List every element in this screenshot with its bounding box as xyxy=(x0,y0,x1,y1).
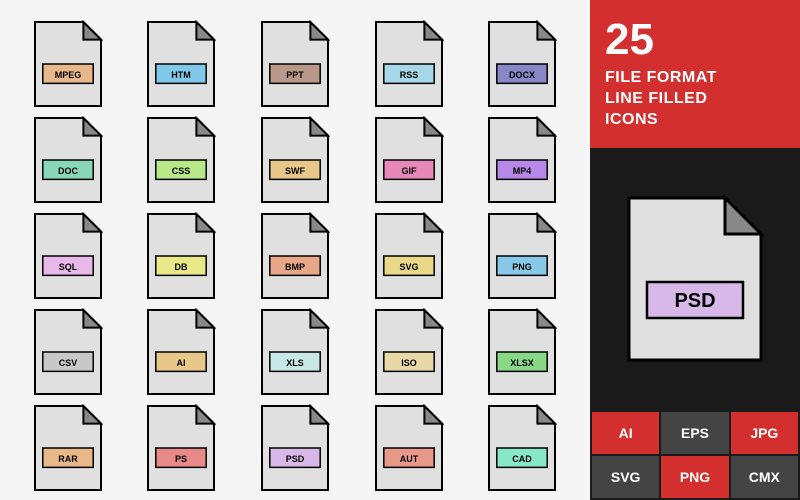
file-item-mpeg: MPEG xyxy=(15,20,121,108)
svg-text:RSS: RSS xyxy=(399,70,418,80)
file-item-rar: RAR xyxy=(15,404,121,492)
format-badges: AIEPSJPG SVGPNGCMX xyxy=(590,410,800,500)
file-icon-xlsx: XLSX xyxy=(487,308,557,396)
file-icon-gif: GIF xyxy=(374,116,444,204)
format-badge-png: PNG xyxy=(661,456,728,498)
file-item-ai: AI xyxy=(129,308,235,396)
svg-text:MPEG: MPEG xyxy=(55,70,82,80)
svg-text:DB: DB xyxy=(175,262,188,272)
file-icon-ai: AI xyxy=(146,308,216,396)
file-item-db: DB xyxy=(129,212,235,300)
file-item-docx: DOCX xyxy=(469,20,575,108)
file-icon-rar: RAR xyxy=(33,404,103,492)
svg-text:XLSX: XLSX xyxy=(510,358,534,368)
svg-text:PSD: PSD xyxy=(286,454,305,464)
count-banner: 25 FILE FORMAT LINE FILLED ICONS xyxy=(590,0,800,148)
svg-text:DOCX: DOCX xyxy=(509,70,535,80)
file-icon-aut: AUT xyxy=(374,404,444,492)
svg-text:PPT: PPT xyxy=(286,70,304,80)
svg-text:MP4: MP4 xyxy=(513,166,532,176)
file-icon-psd: PSD xyxy=(260,404,330,492)
file-item-ps: PS xyxy=(129,404,235,492)
banner-text: FILE FORMAT LINE FILLED ICONS xyxy=(605,68,785,130)
file-icon-htm: HTM xyxy=(146,20,216,108)
svg-text:PSD: PSD xyxy=(674,290,715,312)
file-item-sql: SQL xyxy=(15,212,121,300)
file-item-psd: PSD xyxy=(242,404,348,492)
file-item-csv: CSV xyxy=(15,308,121,396)
file-icon-doc: DOC xyxy=(33,116,103,204)
file-item-xlsx: XLSX xyxy=(469,308,575,396)
svg-text:SVG: SVG xyxy=(399,262,418,272)
svg-text:PNG: PNG xyxy=(512,262,532,272)
svg-text:SWF: SWF xyxy=(285,166,305,176)
file-icon-ppt: PPT xyxy=(260,20,330,108)
file-item-htm: HTM xyxy=(129,20,235,108)
svg-text:RAR: RAR xyxy=(58,454,78,464)
file-icon-xls: XLS xyxy=(260,308,330,396)
svg-text:CAD: CAD xyxy=(512,454,532,464)
file-item-doc: DOC xyxy=(15,116,121,204)
file-item-swf: SWF xyxy=(242,116,348,204)
file-item-ppt: PPT xyxy=(242,20,348,108)
file-item-svg: SVG xyxy=(356,212,462,300)
file-icon-csv: CSV xyxy=(33,308,103,396)
file-icon-cad: CAD xyxy=(487,404,557,492)
file-item-cad: CAD xyxy=(469,404,575,492)
format-badge-ai: AI xyxy=(592,412,659,454)
file-icon-sql: SQL xyxy=(33,212,103,300)
file-icon-mp4: MP4 xyxy=(487,116,557,204)
svg-text:BMP: BMP xyxy=(285,262,305,272)
svg-text:DOC: DOC xyxy=(58,166,79,176)
icon-count: 25 xyxy=(605,18,785,62)
file-icon-ps: PS xyxy=(146,404,216,492)
svg-text:GIF: GIF xyxy=(401,166,417,176)
file-item-mp4: MP4 xyxy=(469,116,575,204)
icon-grid: MPEG HTM PPT RSS DOCX DOC CSS SWF xyxy=(0,0,590,500)
file-item-rss: RSS xyxy=(356,20,462,108)
file-icon-iso: ISO xyxy=(374,308,444,396)
file-item-aut: AUT xyxy=(356,404,462,492)
file-icon-swf: SWF xyxy=(260,116,330,204)
file-item-xls: XLS xyxy=(242,308,348,396)
file-icon-bmp: BMP xyxy=(260,212,330,300)
format-badge-svg: SVG xyxy=(592,456,659,498)
svg-text:HTM: HTM xyxy=(172,70,192,80)
svg-text:CSV: CSV xyxy=(59,358,78,368)
svg-text:SQL: SQL xyxy=(59,262,78,272)
file-item-png: PNG xyxy=(469,212,575,300)
file-icon-css: CSS xyxy=(146,116,216,204)
file-item-iso: ISO xyxy=(356,308,462,396)
file-item-gif: GIF xyxy=(356,116,462,204)
feature-file-icon: PSD xyxy=(625,194,765,364)
file-icon-rss: RSS xyxy=(374,20,444,108)
svg-text:AI: AI xyxy=(177,358,186,368)
file-icon-docx: DOCX xyxy=(487,20,557,108)
file-item-css: CSS xyxy=(129,116,235,204)
file-item-bmp: BMP xyxy=(242,212,348,300)
format-badge-cmx: CMX xyxy=(731,456,798,498)
svg-text:XLS: XLS xyxy=(286,358,304,368)
format-badge-jpg: JPG xyxy=(731,412,798,454)
file-icon-png: PNG xyxy=(487,212,557,300)
svg-text:AUT: AUT xyxy=(399,454,418,464)
feature-icon: PSD xyxy=(590,148,800,410)
svg-text:CSS: CSS xyxy=(172,166,191,176)
svg-text:ISO: ISO xyxy=(401,358,417,368)
file-icon-mpeg: MPEG xyxy=(33,20,103,108)
file-icon-db: DB xyxy=(146,212,216,300)
sidebar: 25 FILE FORMAT LINE FILLED ICONS PSD AIE… xyxy=(590,0,800,500)
format-badge-eps: EPS xyxy=(661,412,728,454)
file-icon-svg: SVG xyxy=(374,212,444,300)
svg-text:PS: PS xyxy=(175,454,187,464)
